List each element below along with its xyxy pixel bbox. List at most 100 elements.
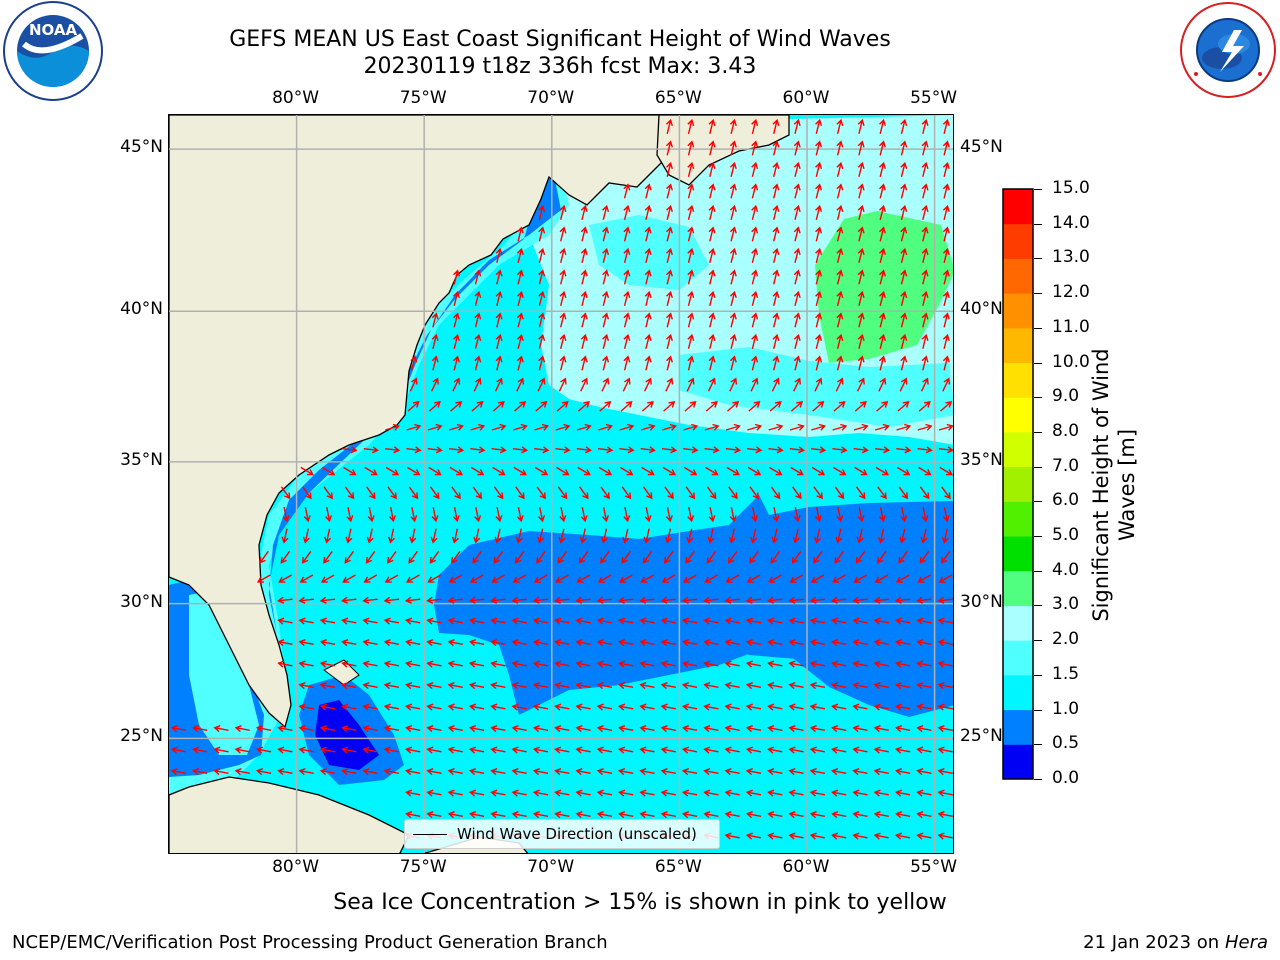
wave-arrow bbox=[490, 768, 506, 776]
wave-arrow bbox=[703, 596, 719, 604]
wave-arrow bbox=[788, 703, 804, 711]
wave-arrow bbox=[405, 682, 421, 690]
wave-arrow bbox=[835, 377, 844, 392]
wave-arrow bbox=[831, 789, 847, 797]
wave-arrow bbox=[879, 247, 886, 263]
lat-tick-label: 35°N bbox=[120, 449, 163, 470]
wave-arrow bbox=[511, 682, 527, 690]
wave-arrow bbox=[319, 703, 336, 711]
wave-arrow bbox=[767, 596, 783, 604]
wave-arrow bbox=[793, 269, 801, 285]
wave-arrow bbox=[707, 377, 716, 392]
wave-arrow bbox=[729, 377, 738, 392]
wave-arrow bbox=[364, 466, 378, 476]
wave-arrow bbox=[921, 312, 929, 328]
wave-arrow bbox=[683, 446, 699, 454]
wave-arrow bbox=[535, 401, 548, 412]
wave-arrow bbox=[277, 746, 293, 754]
nws-logo-icon bbox=[1180, 2, 1276, 98]
wave-arrow bbox=[940, 401, 953, 412]
wave-arrow bbox=[666, 247, 673, 263]
wave-arrow bbox=[618, 746, 634, 754]
wave-arrow bbox=[729, 506, 737, 523]
wave-arrow bbox=[602, 312, 610, 328]
wave-arrow bbox=[942, 161, 950, 177]
wave-arrow bbox=[406, 423, 422, 431]
wave-zone-3-4m bbox=[815, 211, 953, 363]
wave-arrow bbox=[512, 574, 527, 583]
wave-arrow bbox=[256, 574, 271, 583]
wave-arrow bbox=[793, 312, 801, 328]
wave-arrow bbox=[447, 811, 463, 819]
wave-arrow bbox=[555, 446, 571, 454]
colorbar-tick-mark bbox=[1034, 258, 1042, 260]
colorbar-tick-mark bbox=[1034, 431, 1042, 433]
colorbar-cell bbox=[1003, 362, 1033, 398]
wave-arrow bbox=[345, 528, 353, 544]
wave-arrow bbox=[602, 269, 610, 285]
wave-arrow bbox=[857, 290, 865, 306]
wave-arrow bbox=[405, 811, 421, 819]
colorbar-tick-mark bbox=[1034, 570, 1042, 572]
wave-arrow bbox=[470, 446, 486, 454]
wave-arrow bbox=[495, 312, 503, 328]
wave-arrow bbox=[643, 377, 652, 392]
wave-arrow bbox=[600, 550, 610, 564]
wave-arrow bbox=[703, 725, 719, 733]
wave-arrow bbox=[836, 161, 844, 177]
wave-arrow bbox=[578, 550, 589, 564]
wave-arrow bbox=[474, 333, 482, 349]
wave-arrow bbox=[495, 269, 503, 285]
wave-arrow bbox=[234, 746, 250, 754]
wave-arrow bbox=[916, 660, 932, 668]
wave-arrow bbox=[708, 161, 716, 177]
wave-arrow bbox=[729, 226, 737, 242]
wave-arrow bbox=[894, 596, 911, 604]
colorbar-tick-label: 6.0 bbox=[1052, 490, 1080, 511]
wave-arrow bbox=[745, 746, 762, 754]
wave-arrow bbox=[836, 312, 844, 328]
wave-arrow bbox=[621, 550, 631, 564]
wave-arrow bbox=[937, 703, 953, 711]
wave-arrow bbox=[324, 528, 332, 544]
wave-arrow bbox=[687, 290, 695, 306]
wave-arrow bbox=[836, 506, 844, 523]
wave-arrow bbox=[793, 247, 801, 263]
wave-arrow bbox=[559, 269, 567, 285]
wave-arrow bbox=[772, 183, 780, 199]
wave-arrow bbox=[516, 377, 525, 392]
chart-title: GEFS MEAN US East Coast Significant Heig… bbox=[229, 27, 891, 52]
colorbar-tick-label: 11.0 bbox=[1052, 316, 1090, 337]
wave-arrow bbox=[597, 574, 612, 583]
wave-arrow bbox=[853, 423, 869, 431]
colorbar-tick-mark bbox=[1034, 779, 1042, 780]
wave-arrow bbox=[516, 355, 524, 371]
wave-arrow bbox=[554, 768, 570, 776]
wave-arrow bbox=[490, 639, 506, 647]
wave-arrow bbox=[852, 596, 868, 604]
wave-arrow bbox=[852, 768, 868, 776]
wave-arrow bbox=[873, 660, 889, 668]
wave-arrow bbox=[666, 204, 673, 220]
wave-arrow bbox=[687, 183, 695, 199]
wave-arrow bbox=[362, 639, 378, 647]
wave-arrow bbox=[831, 660, 847, 668]
wave-arrow bbox=[879, 269, 886, 285]
wave-arrow bbox=[341, 596, 357, 604]
wave-arrow bbox=[642, 486, 653, 500]
wave-arrow bbox=[878, 506, 886, 523]
wave-arrow bbox=[447, 596, 463, 604]
wave-arrow bbox=[639, 768, 655, 776]
wave-arrow bbox=[767, 703, 783, 711]
wave-arrow bbox=[661, 446, 678, 454]
wave-arrow bbox=[426, 746, 442, 754]
wave-arrow bbox=[772, 290, 780, 306]
wave-arrow bbox=[729, 269, 737, 285]
wave-arrow bbox=[575, 703, 591, 711]
wave-arrow bbox=[873, 746, 889, 754]
colorbar-tick-mark bbox=[1034, 709, 1042, 711]
wave-arrow bbox=[468, 596, 485, 604]
wave-arrow bbox=[511, 811, 527, 819]
wave-arrow bbox=[362, 746, 378, 754]
wave-arrow bbox=[896, 466, 911, 476]
